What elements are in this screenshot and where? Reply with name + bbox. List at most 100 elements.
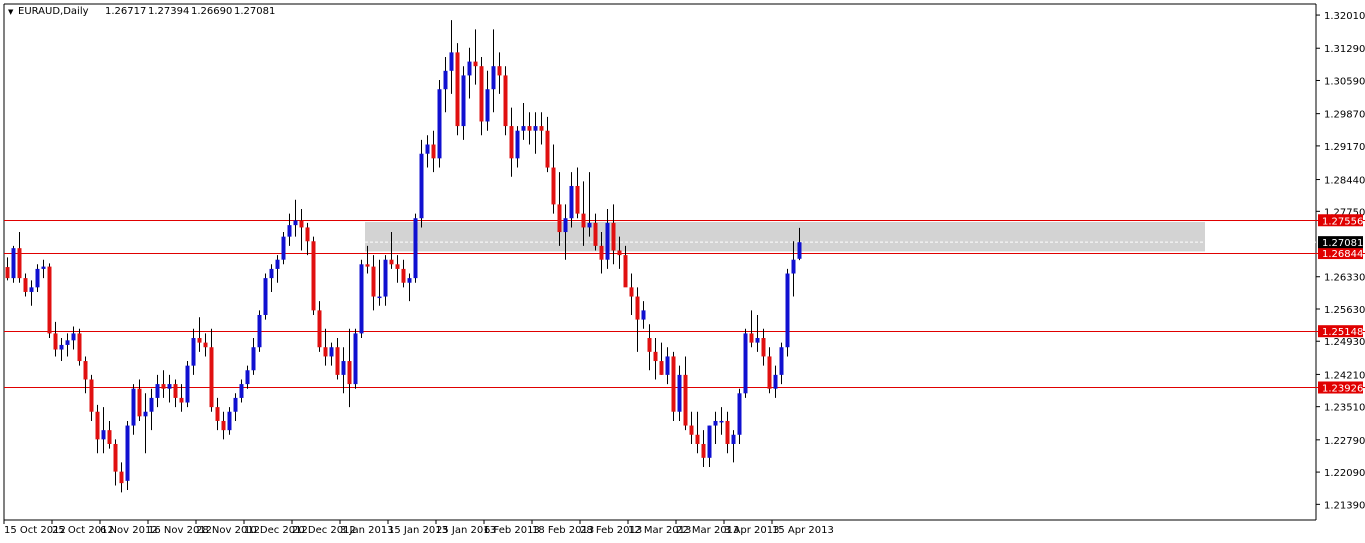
bull-candle-body	[143, 411, 148, 417]
bear-candle-body	[347, 361, 352, 385]
candle	[65, 333, 70, 357]
candle	[725, 411, 730, 454]
high-value: 1.27394	[148, 6, 189, 17]
level-price-tag-1-bg	[1318, 247, 1363, 260]
candle	[275, 255, 280, 283]
candle	[5, 257, 10, 281]
bear-candle-body	[221, 420, 226, 431]
candle	[371, 255, 376, 311]
bear-candle-body	[5, 267, 10, 279]
candle	[605, 209, 610, 269]
candle	[767, 347, 772, 394]
candle	[53, 321, 58, 357]
bull-candle-body	[407, 278, 412, 283]
bear-candle-body	[539, 126, 544, 131]
bull-candle-body	[329, 347, 334, 357]
bull-candle-body	[665, 356, 670, 375]
bear-candle-body	[107, 430, 112, 444]
candle	[233, 393, 238, 421]
candle	[455, 43, 460, 136]
bear-candle-body	[593, 222, 598, 246]
level-price-tag-0-bg	[1318, 214, 1363, 227]
candle	[563, 204, 568, 260]
candle	[305, 222, 310, 256]
bull-candle-body	[293, 220, 298, 226]
bear-candle-body	[725, 420, 730, 444]
candle	[629, 273, 634, 315]
candle	[575, 167, 580, 219]
y-tick-label: 1.24930	[1324, 337, 1365, 348]
candle	[335, 338, 340, 380]
bear-candle-body	[629, 287, 634, 297]
candle	[173, 379, 178, 408]
x-tick-label: 6 Nov 2012	[100, 525, 158, 536]
bull-candle-body	[227, 411, 232, 431]
bull-candle-body	[167, 384, 172, 389]
y-tick-label: 1.25630	[1324, 305, 1365, 316]
chart-menu-icon[interactable]: ▼	[8, 8, 14, 16]
bull-candle-body	[743, 333, 748, 394]
bull-candle-body	[359, 264, 364, 334]
bull-candle-body	[41, 266, 46, 269]
bear-candle-body	[551, 167, 556, 205]
candle	[71, 326, 76, 350]
bull-candle-body	[755, 338, 760, 343]
bear-candle-body	[389, 259, 394, 265]
bull-candle-body	[269, 268, 274, 279]
bull-candle-body	[719, 420, 724, 423]
candle	[251, 338, 256, 375]
candle	[383, 255, 388, 306]
bear-candle-body	[203, 342, 208, 348]
bear-candle-body	[137, 388, 142, 417]
candle	[239, 379, 244, 403]
candle	[167, 374, 172, 403]
level-price-tag-3: 1.23926	[1318, 381, 1363, 394]
x-tick-label: 3 Apr 2013	[724, 525, 779, 536]
candle	[287, 213, 292, 246]
y-tick-label: 1.31290	[1324, 44, 1365, 55]
candle	[617, 236, 622, 269]
y-tick-label: 1.28440	[1324, 176, 1365, 187]
bull-candle-body	[461, 75, 466, 127]
candle	[407, 273, 412, 302]
candle	[323, 328, 328, 366]
y-tick-label: 1.22790	[1324, 436, 1365, 447]
level-price-tag-2-text: 1.25148	[1322, 327, 1363, 338]
bear-candle-body	[647, 338, 652, 352]
candle	[419, 139, 424, 228]
candle	[179, 384, 184, 412]
bull-candle-body	[707, 425, 712, 458]
x-tick-label: 28 Nov 2012	[196, 525, 260, 536]
bear-candle-body	[209, 347, 214, 408]
candle	[257, 310, 262, 352]
x-tick-label: 18 Feb 2013	[532, 525, 594, 536]
bull-candle-body	[449, 52, 454, 71]
candle	[401, 259, 406, 288]
bull-candle-body	[731, 434, 736, 444]
candle	[689, 411, 694, 444]
candle	[227, 407, 232, 435]
candle	[125, 420, 130, 491]
bull-candle-body	[185, 365, 190, 403]
bull-candle-body	[485, 89, 490, 122]
bull-candle-body	[257, 314, 262, 348]
x-tick-label: 25 Oct 2012	[52, 525, 114, 536]
candle	[95, 404, 100, 454]
bull-candle-body	[191, 338, 196, 366]
x-tick-label: 15 Apr 2013	[772, 525, 834, 536]
candle	[443, 56, 448, 113]
candle	[329, 342, 334, 366]
y-tick-label: 1.30590	[1324, 76, 1365, 87]
y-tick-label: 1.21390	[1324, 500, 1365, 511]
bull-candle-body	[773, 374, 778, 389]
level-price-tag-0: 1.27556	[1318, 214, 1363, 227]
bull-candle-body	[491, 66, 496, 90]
candle	[533, 112, 538, 154]
bull-candle-body	[443, 70, 448, 90]
bear-candle-body	[683, 374, 688, 426]
bull-candle-body	[533, 126, 538, 131]
candle	[665, 347, 670, 385]
candle	[701, 430, 706, 468]
